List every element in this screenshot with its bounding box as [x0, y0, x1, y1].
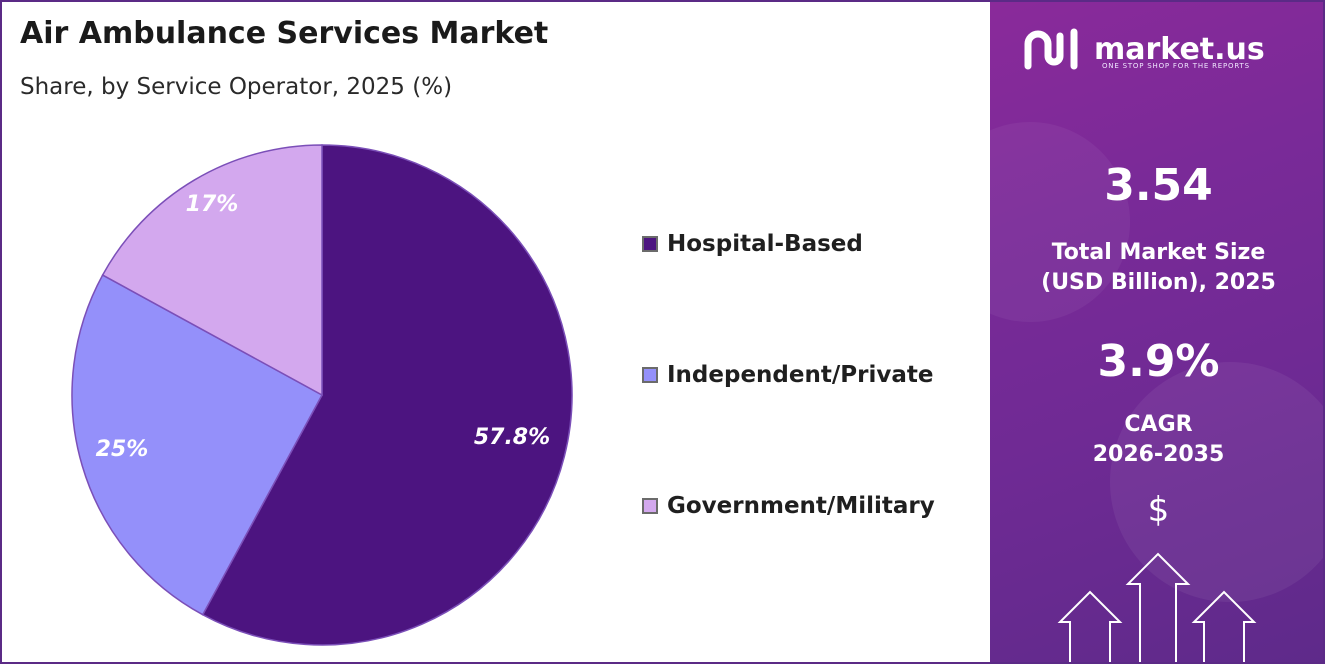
- legend-item-government-military: Government/Military: [642, 486, 935, 526]
- slice-label-independent-private: 25%: [96, 437, 149, 462]
- pie-slice-independent-private: [71, 274, 324, 616]
- pie-slice-government-military: [101, 144, 323, 397]
- market-size-value: 3.54: [1104, 160, 1213, 211]
- legend-label: Independent/Private: [667, 362, 934, 388]
- chart-panel: Air Ambulance Services Market Share, by …: [2, 2, 990, 662]
- cagr-value: 3.9%: [1097, 336, 1220, 387]
- slice-label-hospital-based: 57.8%: [474, 425, 550, 450]
- market-size-label-line1: Total Market Size: [1051, 240, 1266, 265]
- chart-subtitle: Share, by Service Operator, 2025 (%): [20, 74, 453, 100]
- cagr-label-line2: 2026-2035: [1092, 442, 1225, 467]
- chart-legend: Hospital-Based Independent/Private Gover…: [642, 224, 935, 617]
- legend-label: Government/Military: [667, 493, 935, 519]
- pie-chart: 57.8% 25% 17%: [71, 144, 573, 646]
- brand-name: market.us: [1094, 31, 1265, 67]
- slice-label-government-military: 17%: [186, 192, 239, 217]
- market-us-logo-icon: [1024, 28, 1078, 70]
- legend-swatch-hospital-based: [642, 236, 658, 252]
- legend-swatch-independent-private: [642, 367, 658, 383]
- chart-title: Air Ambulance Services Market: [20, 16, 549, 51]
- legend-item-hospital-based: Hospital-Based: [642, 224, 935, 264]
- brand-tagline: ONE STOP SHOP FOR THE REPORTS: [1102, 62, 1250, 70]
- dollar-icon: $: [1147, 490, 1170, 530]
- growth-arrows-icon: [1057, 552, 1257, 662]
- market-size-label-line2: (USD Billion), 2025: [1041, 270, 1276, 295]
- legend-label: Hospital-Based: [667, 231, 863, 257]
- pie-slice-hospital-based: [201, 144, 573, 646]
- summary-panel: market.us ONE STOP SHOP FOR THE REPORTS …: [990, 2, 1323, 662]
- brand: market.us: [1022, 26, 1265, 72]
- legend-swatch-government-military: [642, 498, 658, 514]
- legend-item-independent-private: Independent/Private: [642, 355, 935, 395]
- cagr-label-line1: CAGR: [1124, 412, 1193, 437]
